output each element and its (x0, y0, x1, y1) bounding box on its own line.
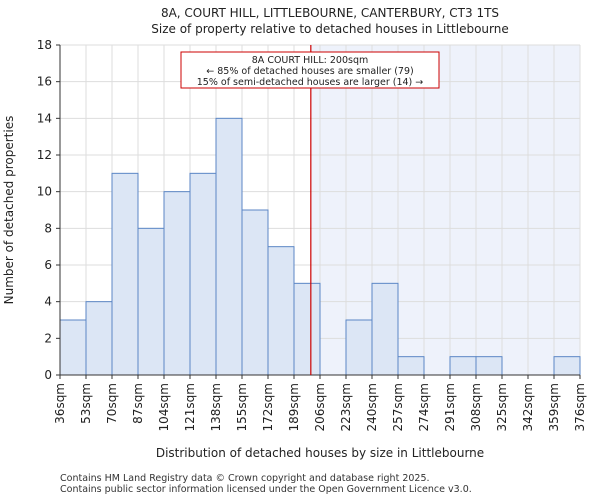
x-tick-label: 257sqm (391, 383, 405, 431)
x-tick-label: 325sqm (495, 383, 509, 431)
annotation-line-1: 8A COURT HILL: 200sqm (252, 55, 368, 66)
annotation-line-2: ← 85% of detached houses are smaller (79… (206, 66, 413, 77)
y-tick-label: 18 (37, 38, 52, 52)
bar (85, 301, 113, 376)
x-tick-label: 155sqm (235, 383, 249, 431)
annotation-line-3: 15% of semi-detached houses are larger (… (197, 77, 424, 88)
bar (475, 356, 503, 376)
x-tick-label: 104sqm (157, 383, 171, 431)
annotation-layer: 8A COURT HILL: 200sqm← 85% of detached h… (180, 45, 440, 375)
bar-layer (59, 117, 581, 376)
bar (59, 319, 87, 376)
y-tick-label: 0 (44, 368, 52, 382)
x-tick-label: 87sqm (131, 383, 145, 424)
x-tick-label: 70sqm (105, 383, 119, 424)
footer-licence: Contains public sector information licen… (60, 484, 472, 495)
bar (293, 282, 321, 376)
x-tick-label: 172sqm (261, 383, 275, 431)
bar (397, 356, 425, 376)
chart-title: 8A, COURT HILL, LITTLEBOURNE, CANTERBURY… (161, 6, 499, 20)
x-tick-label: 308sqm (469, 383, 483, 431)
x-tick-label: 36sqm (53, 383, 67, 424)
x-tick-label: 206sqm (313, 383, 327, 431)
x-tick-label: 138sqm (209, 383, 223, 431)
x-tick-label: 240sqm (365, 383, 379, 431)
x-tick-label: 359sqm (547, 383, 561, 431)
y-tick-label: 4 (44, 295, 52, 309)
y-tick-label: 14 (37, 111, 52, 125)
axis-layer: 0 2 4 6 8 10 12 14 16 18 36sqm 53sqm 70sqm 87sqm 104sq… (37, 38, 587, 431)
bar (137, 227, 165, 376)
bar (267, 246, 295, 376)
x-tick-label: 291sqm (443, 383, 457, 431)
x-tick-label: 121sqm (183, 383, 197, 431)
y-tick-label: 8 (44, 221, 52, 235)
x-tick-label: 189sqm (287, 383, 301, 431)
x-tick-label: 53sqm (79, 383, 93, 424)
y-tick-label: 12 (37, 148, 52, 162)
bar (215, 117, 243, 376)
bar (241, 209, 269, 376)
x-axis-label: Distribution of detached houses by size … (156, 446, 484, 460)
x-tick-label: 376sqm (573, 383, 587, 431)
x-tick-label: 223sqm (339, 383, 353, 431)
bar (553, 356, 581, 376)
bar (189, 172, 217, 376)
y-tick-label: 6 (44, 258, 52, 272)
y-tick-label: 2 (44, 331, 52, 345)
x-tick-label: 274sqm (417, 383, 431, 431)
bar (345, 319, 373, 376)
footer-copyright: Contains HM Land Registry data © Crown c… (60, 473, 430, 484)
y-axis-label: Number of detached properties (2, 116, 16, 305)
bar (449, 356, 477, 376)
bar (111, 172, 139, 376)
y-tick-label: 16 (37, 75, 52, 89)
y-tick-label: 10 (37, 185, 52, 199)
chart-subtitle: Size of property relative to detached ho… (151, 22, 508, 36)
bar (163, 191, 191, 376)
bar (371, 282, 399, 376)
x-tick-label: 342sqm (521, 383, 535, 431)
annotation-box (180, 51, 440, 89)
